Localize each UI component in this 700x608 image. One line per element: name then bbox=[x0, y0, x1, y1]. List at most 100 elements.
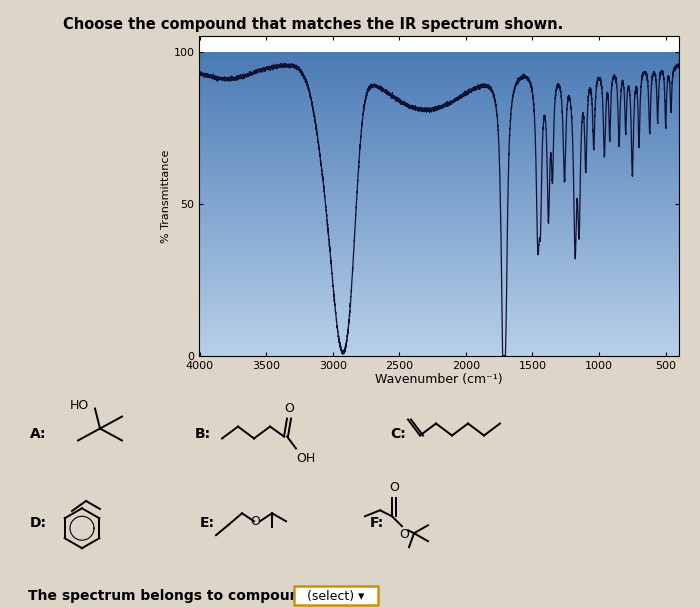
Bar bbox=[199, 224, 679, 225]
Bar bbox=[199, 266, 679, 268]
Bar bbox=[199, 245, 679, 246]
Bar bbox=[199, 214, 679, 215]
Bar bbox=[199, 326, 679, 327]
Bar bbox=[199, 138, 679, 139]
Bar bbox=[199, 60, 679, 61]
Bar bbox=[199, 284, 679, 285]
Bar bbox=[199, 102, 679, 103]
Bar bbox=[199, 289, 679, 290]
Bar bbox=[199, 314, 679, 315]
Bar bbox=[199, 85, 679, 86]
Bar bbox=[199, 168, 679, 169]
Bar bbox=[199, 163, 679, 164]
Text: A:: A: bbox=[30, 426, 46, 441]
X-axis label: Wavenumber (cm⁻¹): Wavenumber (cm⁻¹) bbox=[375, 373, 503, 386]
Bar bbox=[199, 207, 679, 208]
Bar bbox=[199, 282, 679, 283]
Bar bbox=[199, 193, 679, 195]
Bar bbox=[199, 93, 679, 94]
Bar bbox=[199, 321, 679, 322]
Bar bbox=[199, 353, 679, 354]
Bar bbox=[199, 132, 679, 133]
Bar bbox=[199, 213, 679, 214]
Bar bbox=[199, 181, 679, 182]
Bar bbox=[199, 283, 679, 284]
Bar bbox=[199, 67, 679, 68]
Bar bbox=[199, 264, 679, 266]
Bar bbox=[199, 52, 679, 53]
Bar bbox=[199, 96, 679, 97]
Bar bbox=[199, 342, 679, 344]
Bar bbox=[199, 354, 679, 356]
Bar bbox=[199, 330, 679, 331]
Bar bbox=[199, 155, 679, 156]
Bar bbox=[199, 61, 679, 62]
Bar bbox=[199, 309, 679, 310]
Bar bbox=[199, 142, 679, 143]
Text: O: O bbox=[399, 528, 409, 541]
Bar bbox=[199, 271, 679, 272]
Bar bbox=[199, 234, 679, 235]
FancyBboxPatch shape bbox=[294, 586, 378, 605]
Bar bbox=[199, 305, 679, 306]
Bar bbox=[199, 242, 679, 243]
Bar bbox=[199, 272, 679, 274]
Bar bbox=[199, 315, 679, 316]
Bar bbox=[199, 294, 679, 295]
Bar bbox=[199, 296, 679, 297]
Bar bbox=[199, 318, 679, 319]
Bar bbox=[199, 92, 679, 93]
Text: O: O bbox=[250, 515, 260, 528]
Bar bbox=[199, 112, 679, 114]
Bar bbox=[199, 292, 679, 293]
Bar bbox=[199, 190, 679, 192]
Bar bbox=[199, 340, 679, 342]
Bar bbox=[199, 94, 679, 95]
Bar bbox=[199, 162, 679, 163]
Bar bbox=[199, 217, 679, 218]
Text: HO: HO bbox=[70, 399, 90, 412]
Bar bbox=[199, 304, 679, 305]
Bar bbox=[199, 230, 679, 231]
Bar bbox=[199, 125, 679, 126]
Bar bbox=[199, 65, 679, 66]
Bar bbox=[199, 223, 679, 224]
Bar bbox=[199, 178, 679, 179]
Bar bbox=[199, 263, 679, 264]
Bar bbox=[199, 68, 679, 69]
Bar bbox=[199, 211, 679, 212]
Text: OH: OH bbox=[296, 452, 315, 466]
Bar bbox=[199, 76, 679, 77]
Bar bbox=[199, 108, 679, 109]
Bar bbox=[199, 255, 679, 257]
Bar bbox=[199, 199, 679, 201]
Bar bbox=[199, 135, 679, 136]
Bar bbox=[199, 184, 679, 185]
Bar bbox=[199, 209, 679, 210]
Bar bbox=[199, 246, 679, 247]
Bar bbox=[199, 69, 679, 70]
Bar bbox=[199, 269, 679, 271]
Bar bbox=[199, 278, 679, 280]
Bar bbox=[199, 157, 679, 158]
Bar bbox=[199, 58, 679, 59]
Bar bbox=[199, 95, 679, 96]
Text: B:: B: bbox=[195, 426, 211, 441]
Bar bbox=[199, 105, 679, 106]
Bar bbox=[199, 220, 679, 221]
Bar bbox=[199, 298, 679, 299]
Bar bbox=[199, 301, 679, 302]
Bar bbox=[199, 285, 679, 286]
Bar bbox=[199, 90, 679, 91]
Bar bbox=[199, 261, 679, 263]
Bar bbox=[199, 146, 679, 147]
Bar bbox=[199, 325, 679, 326]
Bar bbox=[199, 327, 679, 328]
Bar bbox=[199, 350, 679, 351]
Bar bbox=[199, 317, 679, 318]
Bar bbox=[199, 99, 679, 100]
Bar bbox=[199, 231, 679, 232]
Bar bbox=[199, 188, 679, 190]
Bar bbox=[199, 308, 679, 309]
Bar bbox=[199, 126, 679, 128]
